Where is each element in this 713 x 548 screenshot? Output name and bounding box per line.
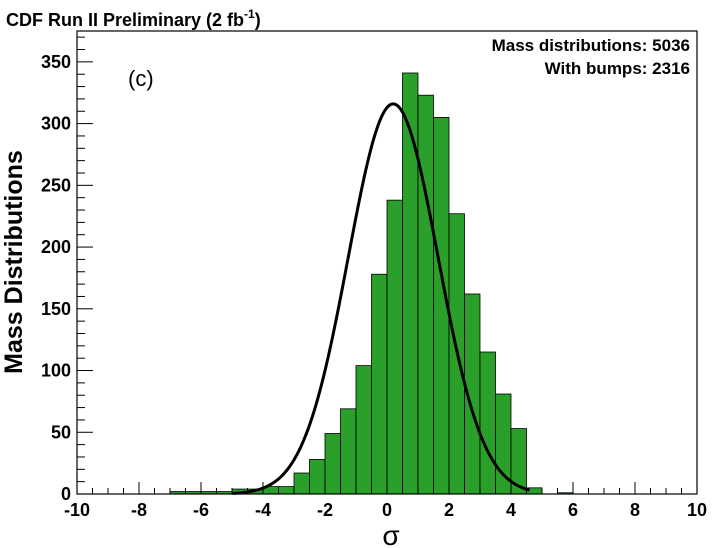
histogram-bar (309, 459, 326, 495)
chart-title-main: CDF Run II Preliminary (2 fb (6, 10, 244, 30)
x-tick-label: 10 (687, 500, 707, 520)
x-tick-label: -4 (255, 500, 271, 520)
x-tick-label: -10 (64, 500, 90, 520)
histogram-bar (278, 486, 295, 495)
panel-label: (c) (128, 66, 154, 91)
histogram-bar (402, 72, 419, 495)
gaussian-curve (231, 102, 530, 495)
legend-value-mass-distributions: 5036 (652, 36, 690, 55)
legend-line-with-bumps: With bumps: 2316 (545, 59, 690, 78)
y-axis: 0 50 100 150 200 250 300 350 (41, 36, 93, 504)
histogram-bar (386, 199, 403, 495)
chart-title-close: ) (255, 10, 261, 30)
x-tick-label: -6 (193, 500, 209, 520)
x-axis-label: σ (382, 520, 399, 548)
histogram-bars (169, 72, 574, 495)
y-tick-label: 100 (41, 361, 71, 381)
histogram-bar (479, 351, 496, 495)
x-tick-label: 8 (630, 500, 640, 520)
legend-line-mass-distributions: Mass distributions: 5036 (492, 36, 690, 55)
histogram-bar (355, 365, 372, 495)
legend-label-with-bumps: With bumps: (545, 59, 648, 78)
y-tick-label: 350 (41, 52, 71, 72)
y-axis-label: Mass Distributions (0, 150, 28, 374)
histogram-bar (417, 94, 434, 495)
histogram-bar (340, 408, 357, 495)
x-tick-label: -8 (131, 500, 147, 520)
chart-title: CDF Run II Preliminary (2 fb-1) (6, 7, 261, 30)
x-tick-label: 0 (382, 500, 392, 520)
y-tick-label: 0 (61, 484, 71, 504)
y-tick-label: 300 (41, 114, 71, 134)
x-tick-label: 6 (568, 500, 578, 520)
legend-label-mass-distributions: Mass distributions: (492, 36, 648, 55)
x-tick-label: -2 (317, 500, 333, 520)
y-tick-label: 250 (41, 175, 71, 195)
x-tick-label: 2 (444, 500, 454, 520)
y-tick-label: 50 (51, 422, 71, 442)
y-tick-label: 150 (41, 299, 71, 319)
histogram-bar (293, 472, 310, 495)
legend-value-with-bumps: 2316 (652, 59, 690, 78)
histogram-bar (371, 273, 388, 495)
x-tick-label: 4 (506, 500, 516, 520)
chart-title-superscript: -1 (244, 7, 255, 21)
y-tick-label: 200 (41, 237, 71, 257)
x-axis: -10 -8 -6 -4 -2 0 2 4 6 8 10 (64, 482, 707, 520)
histogram-bar (324, 433, 341, 495)
